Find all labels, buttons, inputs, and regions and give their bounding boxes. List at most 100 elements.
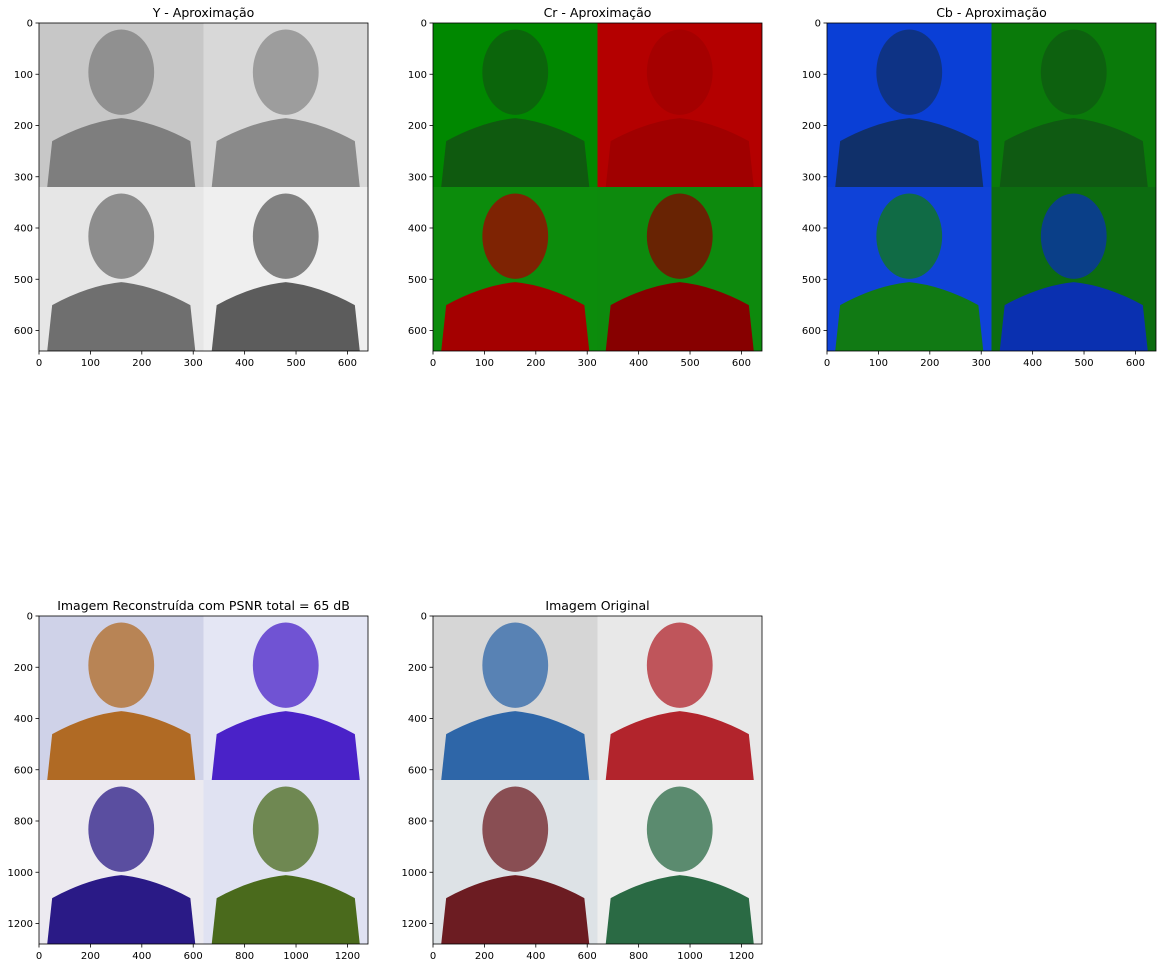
image-content: [827, 23, 1156, 351]
subplot-title: Y - Aproximação: [152, 5, 255, 20]
person-head: [252, 193, 319, 279]
subplot-2: Cr - Aproximação 0 100 200 300 400 500 600 0 100 2…: [408, 5, 763, 369]
person-head: [88, 29, 155, 115]
y-tick-label: 300: [408, 172, 427, 183]
person-head: [252, 29, 319, 115]
person-head: [252, 622, 319, 708]
subplot-3: Cb - Aproximação 0 100 200 300 400 500 600 0 100 2…: [802, 5, 1157, 369]
person-head: [482, 622, 549, 708]
x-tick-label: 0: [430, 358, 436, 369]
person-head: [88, 622, 155, 708]
x-tick-label: 1000: [677, 951, 702, 962]
person-torso: [441, 282, 590, 351]
x-tick-label: 600: [184, 951, 203, 962]
person-torso: [211, 875, 360, 944]
subplot-4: Imagem Reconstruída com PSNR total = 65 …: [8, 598, 369, 962]
axes-frame: [432, 22, 763, 352]
y-tick-label: 0: [421, 612, 427, 623]
person-torso: [605, 282, 754, 351]
x-tick-label: 1200: [335, 951, 360, 962]
subplot-title: Imagem Reconstruída com PSNR total = 65 …: [57, 598, 350, 613]
person-head: [876, 193, 943, 279]
x-tick-label: 300: [184, 358, 203, 369]
x-tick-label: 0: [824, 358, 830, 369]
person-head: [88, 193, 155, 279]
x-tick-label: 600: [732, 358, 751, 369]
y-tick-label: 0: [421, 19, 427, 30]
y-tick-label: 0: [27, 19, 33, 30]
y-tick-label: 600: [802, 326, 821, 337]
x-tick-label: 0: [36, 951, 42, 962]
person-head: [646, 622, 713, 708]
x-tick-label: 800: [629, 951, 648, 962]
person-torso: [835, 282, 984, 351]
x-tick-label: 100: [869, 358, 888, 369]
person-torso: [211, 282, 360, 351]
person-head: [646, 193, 713, 279]
y-tick-label: 200: [408, 121, 427, 132]
y-tick-label: 600: [408, 765, 427, 776]
y-tick-label: 1200: [8, 919, 33, 930]
y-tick-label: 400: [14, 714, 33, 725]
y-tick-label: 800: [408, 817, 427, 828]
image-content: [39, 23, 368, 351]
person-torso: [47, 282, 196, 351]
y-tick-label: 200: [802, 121, 821, 132]
person-torso: [441, 875, 590, 944]
image-content: [433, 23, 762, 351]
x-tick-label: 300: [578, 358, 597, 369]
x-tick-label: 600: [338, 358, 357, 369]
y-tick-label: 100: [14, 70, 33, 81]
person-head: [482, 786, 549, 872]
x-tick-label: 100: [475, 358, 494, 369]
x-tick-label: 1200: [729, 951, 754, 962]
y-tick-label: 1200: [402, 919, 427, 930]
subplot-1: Y - Aproximação 0 100 200 300 400 500 600 0 100 20…: [14, 5, 369, 369]
person-head: [646, 786, 713, 872]
person-torso: [211, 118, 360, 187]
x-tick-label: 200: [475, 951, 494, 962]
person-torso: [47, 711, 196, 780]
person-torso: [999, 282, 1148, 351]
x-tick-label: 200: [132, 358, 151, 369]
axes-frame: [38, 22, 369, 352]
x-tick-label: 100: [81, 358, 100, 369]
y-tick-label: 300: [14, 172, 33, 183]
person-torso: [605, 118, 754, 187]
axes-frame: [826, 22, 1157, 352]
person-torso: [47, 875, 196, 944]
person-torso: [441, 118, 590, 187]
y-tick-label: 100: [802, 70, 821, 81]
y-tick-label: 400: [408, 224, 427, 235]
person-head: [252, 786, 319, 872]
person-head: [1040, 29, 1107, 115]
y-tick-label: 1000: [402, 868, 427, 879]
person-torso: [211, 711, 360, 780]
x-tick-label: 200: [81, 951, 100, 962]
x-tick-label: 500: [680, 358, 699, 369]
person-torso: [47, 118, 196, 187]
y-tick-label: 200: [408, 663, 427, 674]
y-tick-label: 600: [408, 326, 427, 337]
y-tick-label: 500: [408, 275, 427, 286]
y-tick-label: 800: [14, 817, 33, 828]
image-content: [433, 616, 762, 944]
x-tick-label: 600: [1126, 358, 1145, 369]
x-tick-label: 500: [286, 358, 305, 369]
person-torso: [835, 118, 984, 187]
x-tick-label: 0: [36, 358, 42, 369]
person-torso: [441, 711, 590, 780]
y-tick-label: 1000: [8, 868, 33, 879]
person-head: [88, 786, 155, 872]
person-head: [482, 193, 549, 279]
x-tick-label: 400: [235, 358, 254, 369]
y-tick-label: 400: [802, 224, 821, 235]
image-content: [39, 616, 368, 944]
subplot-title: Cb - Aproximação: [936, 5, 1047, 20]
y-tick-label: 600: [14, 765, 33, 776]
person-torso: [999, 118, 1148, 187]
person-torso: [605, 875, 754, 944]
x-tick-label: 600: [578, 951, 597, 962]
subplot-title: Imagem Original: [545, 598, 649, 613]
